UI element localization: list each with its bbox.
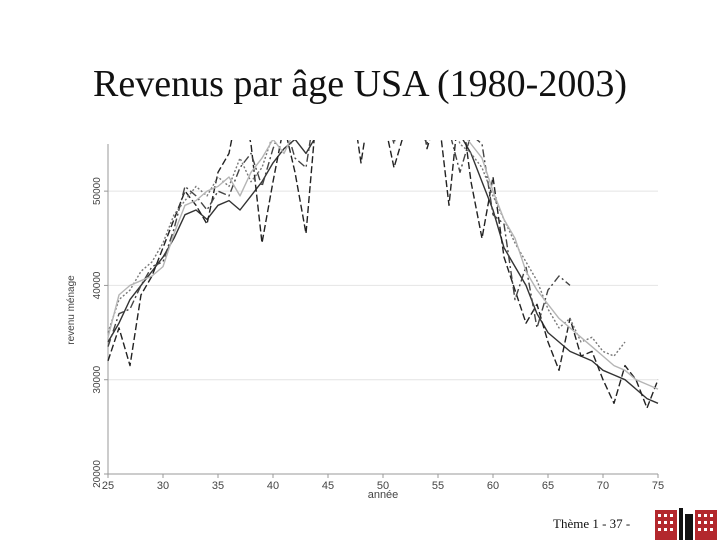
series-group	[107, 140, 659, 409]
y-ticks: 20000 30000 40000 50000	[92, 177, 108, 488]
x-tick-label: 40	[267, 480, 279, 492]
x-ticks: 25 30 35 40 45 50 55 60 65 70 75	[102, 474, 664, 492]
x-axis-label: année	[368, 489, 399, 500]
series-line-1	[107, 140, 659, 404]
y-tick-label: 20000	[92, 460, 103, 488]
x-tick-label: 45	[322, 480, 334, 492]
x-tick-label: 55	[432, 480, 444, 492]
series-line-5	[107, 140, 659, 390]
building-logo-icon	[655, 508, 717, 540]
x-tick-label: 50	[377, 480, 389, 492]
slide-footer: Thème 1 - 37 -	[553, 516, 631, 531]
x-tick-label: 30	[157, 480, 169, 492]
x-tick-label: 70	[597, 480, 609, 492]
x-tick-label: 60	[487, 480, 499, 492]
x-tick-label: 75	[652, 480, 664, 492]
y-tick-label: 40000	[92, 271, 103, 299]
series-line-3	[107, 140, 571, 347]
x-tick-label: 65	[542, 480, 554, 492]
y-tick-label: 30000	[92, 365, 103, 393]
y-axis-label: revenu ménage	[66, 275, 77, 345]
y-tick-label: 50000	[92, 177, 103, 205]
plot-area	[108, 144, 658, 474]
x-tick-label: 25	[102, 480, 114, 492]
x-tick-label: 35	[212, 480, 224, 492]
series-line-2	[107, 140, 659, 409]
line-chart: 20000 30000 40000 50000 25 30 35 40 45 50 55 60 65 7…	[66, 140, 664, 500]
slide-title: Revenus par âge USA (1980-2003)	[92, 63, 627, 105]
